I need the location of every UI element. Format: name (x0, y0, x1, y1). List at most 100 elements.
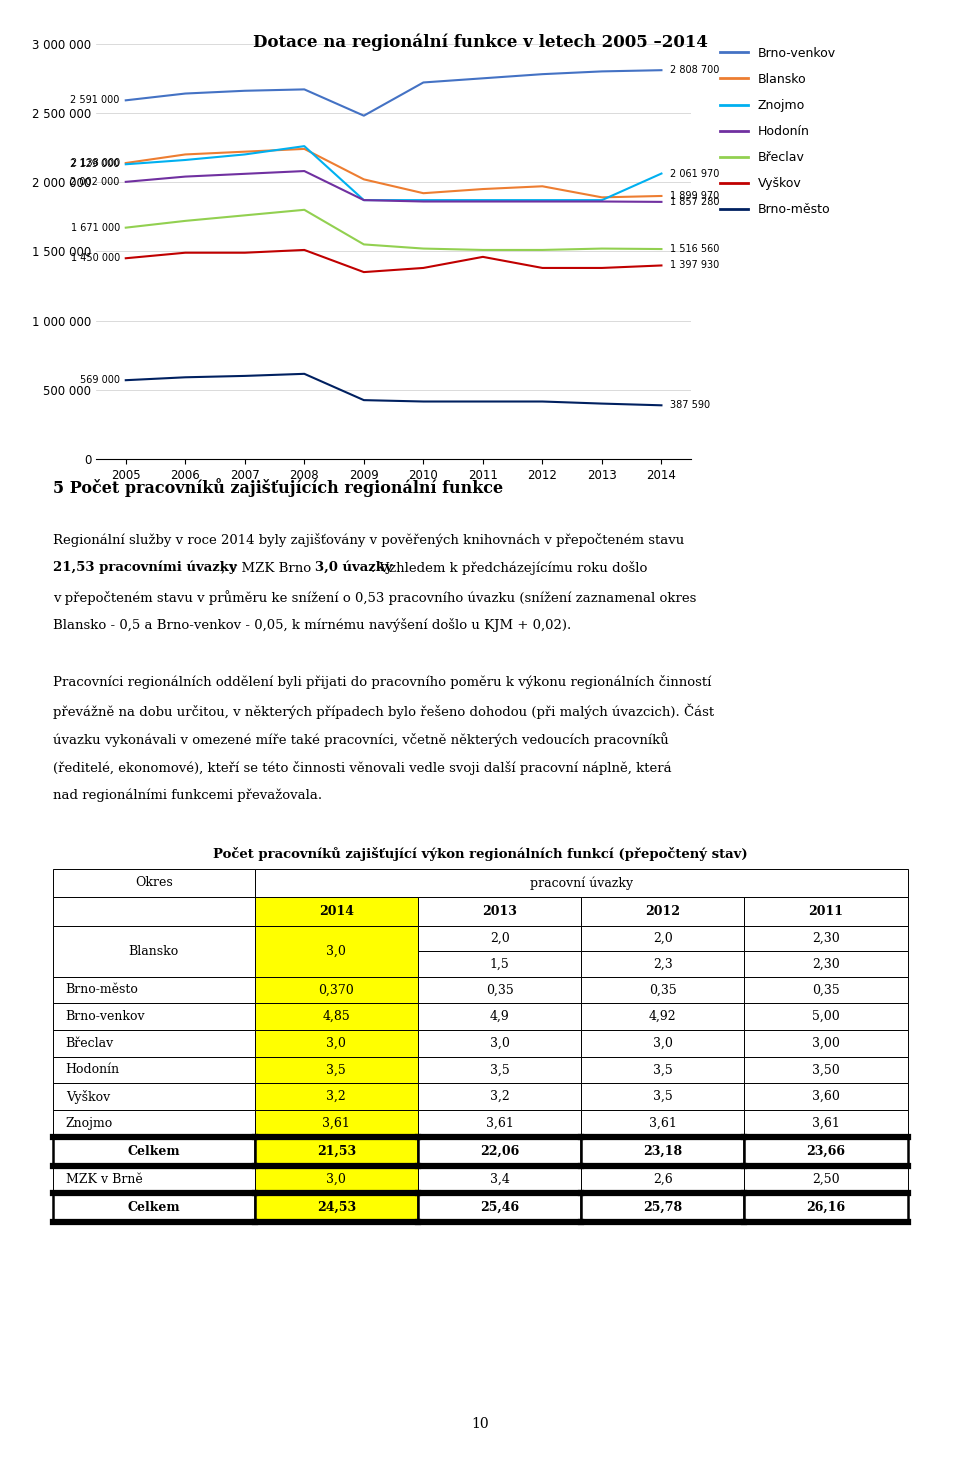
FancyBboxPatch shape (744, 976, 908, 1004)
Text: Počet pracovníků zajišťující výkon regionálních funkcí (přepočtený stav): Počet pracovníků zajišťující výkon regio… (213, 847, 747, 861)
FancyBboxPatch shape (581, 1030, 744, 1056)
Text: v přepočteném stavu v průměru ke snížení o 0,53 pracovního úvazku (snížení zazna: v přepočteném stavu v průměru ke snížení… (53, 590, 696, 605)
Text: 2 138 000: 2 138 000 (70, 157, 120, 168)
Text: Dotace na regionální funkce v letech 2005 –2014: Dotace na regionální funkce v letech 200… (252, 34, 708, 51)
Text: 3,60: 3,60 (812, 1090, 840, 1103)
FancyBboxPatch shape (581, 1004, 744, 1030)
Text: Pracovníci regionálních oddělení byli přijati do pracovního poměru k výkonu regi: Pracovníci regionálních oddělení byli př… (53, 675, 711, 689)
Text: 1 671 000: 1 671 000 (70, 223, 120, 233)
FancyBboxPatch shape (581, 1193, 744, 1222)
Text: 5,00: 5,00 (812, 1010, 840, 1023)
Text: 0,35: 0,35 (649, 983, 677, 997)
FancyBboxPatch shape (581, 1166, 744, 1193)
Text: (ředitelé, ekonomové), kteří se této činnosti věnovali vedle svoji další pracovn: (ředitelé, ekonomové), kteří se této čin… (53, 761, 671, 775)
Text: 2014: 2014 (319, 905, 354, 918)
Text: převážně na dobu určitou, v některých případech bylo řešeno dohodou (při malých : převážně na dobu určitou, v některých př… (53, 704, 714, 720)
Text: 2,30: 2,30 (812, 957, 840, 970)
Text: 3,61: 3,61 (323, 1118, 350, 1129)
Text: 23,18: 23,18 (643, 1145, 683, 1158)
Text: 21,53 pracovními úvazky: 21,53 pracovními úvazky (53, 561, 236, 574)
Text: 4,9: 4,9 (490, 1010, 510, 1023)
FancyBboxPatch shape (53, 868, 254, 898)
Text: 2,0: 2,0 (653, 932, 673, 946)
Text: 3,2: 3,2 (326, 1090, 347, 1103)
Text: 2013: 2013 (482, 905, 517, 918)
FancyBboxPatch shape (744, 1110, 908, 1136)
FancyBboxPatch shape (254, 1166, 418, 1193)
Text: Regionální služby v roce 2014 byly zajišťovány v pověřených knihovnách v přepočt: Regionální služby v roce 2014 byly zajiš… (53, 533, 684, 548)
FancyBboxPatch shape (418, 1030, 581, 1056)
FancyBboxPatch shape (581, 951, 744, 976)
FancyBboxPatch shape (53, 898, 254, 925)
FancyBboxPatch shape (744, 1193, 908, 1222)
Text: 1 899 970: 1 899 970 (670, 191, 720, 201)
Text: 3,0: 3,0 (326, 944, 347, 957)
FancyBboxPatch shape (418, 925, 581, 951)
Text: 24,53: 24,53 (317, 1201, 356, 1214)
FancyBboxPatch shape (418, 1056, 581, 1084)
FancyBboxPatch shape (254, 1193, 418, 1222)
FancyBboxPatch shape (53, 1030, 254, 1056)
Text: 569 000: 569 000 (80, 376, 120, 385)
FancyBboxPatch shape (53, 1193, 254, 1222)
Text: 4,85: 4,85 (323, 1010, 350, 1023)
FancyBboxPatch shape (254, 1110, 418, 1136)
Text: Blansko - 0,5 a Brno-venkov - 0,05, k mírnému navýšení došlo u KJM + 0,02).: Blansko - 0,5 a Brno-venkov - 0,05, k mí… (53, 618, 571, 632)
FancyBboxPatch shape (53, 1004, 254, 1030)
Text: ; v MZK Brno: ; v MZK Brno (222, 561, 316, 574)
Text: Znojmo: Znojmo (65, 1118, 113, 1129)
Text: Brno-město: Brno-město (65, 983, 138, 997)
FancyBboxPatch shape (581, 1056, 744, 1084)
Text: . Vzhledem k předcházejícímu roku došlo: . Vzhledem k předcházejícímu roku došlo (371, 561, 647, 574)
Text: 2 808 700: 2 808 700 (670, 66, 720, 76)
Text: 3,61: 3,61 (649, 1118, 677, 1129)
FancyBboxPatch shape (53, 925, 254, 976)
Text: 3,61: 3,61 (812, 1118, 840, 1129)
Text: 2 061 970: 2 061 970 (670, 169, 720, 179)
FancyBboxPatch shape (744, 1166, 908, 1193)
Text: Brno-venkov: Brno-venkov (65, 1010, 145, 1023)
Text: 23,66: 23,66 (806, 1145, 846, 1158)
Text: pracovní úvazky: pracovní úvazky (530, 876, 633, 890)
FancyBboxPatch shape (254, 1084, 418, 1110)
Text: 1,5: 1,5 (490, 957, 510, 970)
Text: 3,2: 3,2 (490, 1090, 510, 1103)
Text: 2,3: 2,3 (653, 957, 673, 970)
FancyBboxPatch shape (744, 898, 908, 925)
Text: 2,0: 2,0 (490, 932, 510, 946)
FancyBboxPatch shape (418, 1166, 581, 1193)
Text: 3,5: 3,5 (653, 1064, 673, 1077)
FancyBboxPatch shape (581, 1136, 744, 1166)
FancyBboxPatch shape (254, 1030, 418, 1056)
Text: 0,370: 0,370 (319, 983, 354, 997)
Text: 3,0: 3,0 (490, 1037, 510, 1049)
Text: 2,30: 2,30 (812, 932, 840, 946)
Text: 2 002 000: 2 002 000 (70, 176, 120, 186)
FancyBboxPatch shape (744, 1004, 908, 1030)
Text: 3,61: 3,61 (486, 1118, 514, 1129)
Text: 22,06: 22,06 (480, 1145, 519, 1158)
FancyBboxPatch shape (744, 1056, 908, 1084)
Text: 2012: 2012 (645, 905, 681, 918)
Text: 10: 10 (471, 1416, 489, 1431)
FancyBboxPatch shape (254, 925, 418, 976)
FancyBboxPatch shape (254, 898, 418, 925)
Text: Okres: Okres (135, 876, 173, 889)
Text: 5 Počet pracovníků zajišťujících regionální funkce: 5 Počet pracovníků zajišťujících regioná… (53, 478, 503, 497)
FancyBboxPatch shape (53, 976, 254, 1004)
FancyBboxPatch shape (418, 1110, 581, 1136)
Text: 2011: 2011 (808, 905, 844, 918)
FancyBboxPatch shape (254, 976, 418, 1004)
FancyBboxPatch shape (53, 1166, 254, 1193)
Text: 2 591 000: 2 591 000 (70, 95, 120, 105)
FancyBboxPatch shape (53, 1084, 254, 1110)
Text: 1 450 000: 1 450 000 (70, 254, 120, 264)
Legend: Brno-venkov, Blansko, Znojmo, Hodonín, Břeclav, Vyškov, Brno-město: Brno-venkov, Blansko, Znojmo, Hodonín, B… (715, 42, 841, 221)
FancyBboxPatch shape (418, 1193, 581, 1222)
FancyBboxPatch shape (744, 1084, 908, 1110)
Text: 25,46: 25,46 (480, 1201, 519, 1214)
Text: 26,16: 26,16 (806, 1201, 846, 1214)
Text: 3,0: 3,0 (326, 1173, 347, 1186)
Text: nad regionálními funkcemi převažovala.: nad regionálními funkcemi převažovala. (53, 788, 322, 803)
FancyBboxPatch shape (744, 1136, 908, 1166)
